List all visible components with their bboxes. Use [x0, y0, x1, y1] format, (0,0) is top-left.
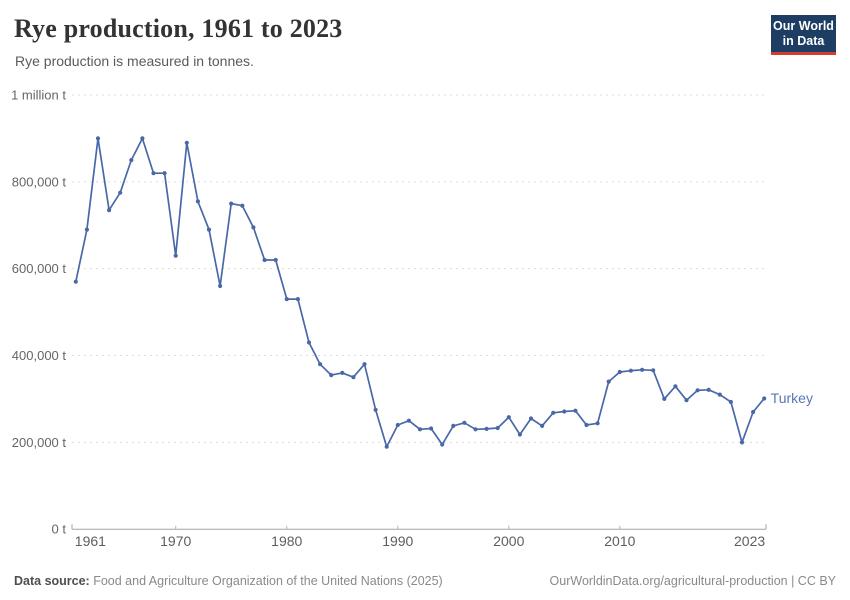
y-tick-label: 200,000 t: [12, 435, 67, 450]
data-source-text: Food and Agriculture Organization of the…: [89, 574, 443, 588]
data-point[interactable]: [384, 444, 389, 449]
data-point[interactable]: [129, 158, 134, 163]
credit-link[interactable]: OurWorldinData.org/agricultural-producti…: [549, 574, 836, 588]
data-point[interactable]: [751, 409, 756, 415]
data-point[interactable]: [107, 208, 112, 213]
data-point[interactable]: [484, 426, 489, 431]
series-label-turkey[interactable]: Turkey: [771, 390, 813, 406]
data-point[interactable]: [95, 136, 101, 141]
y-tick-label: 0 t: [52, 522, 67, 537]
chart-footer: Data source: Food and Agriculture Organi…: [0, 564, 850, 600]
data-point[interactable]: [306, 340, 312, 345]
data-point[interactable]: [562, 409, 567, 414]
data-point[interactable]: [540, 423, 545, 428]
data-point[interactable]: [118, 190, 123, 195]
page-title: Rye production, 1961 to 2023: [14, 14, 343, 43]
y-tick-label: 800,000 t: [12, 174, 67, 189]
data-point[interactable]: [728, 399, 734, 405]
data-point[interactable]: [206, 227, 212, 232]
data-point[interactable]: [651, 368, 656, 373]
data-point[interactable]: [573, 408, 578, 413]
x-tick-label: 1990: [382, 533, 413, 549]
data-point[interactable]: [595, 421, 600, 426]
owid-logo[interactable]: Our World in Data: [771, 15, 836, 55]
data-point[interactable]: [706, 387, 711, 392]
data-point[interactable]: [262, 257, 267, 263]
data-point[interactable]: [440, 442, 445, 447]
x-tick-label: 2023: [734, 533, 765, 549]
data-point[interactable]: [662, 396, 667, 401]
data-point[interactable]: [673, 384, 678, 389]
data-point[interactable]: [218, 283, 223, 289]
x-tick-label: 2000: [493, 533, 524, 549]
data-point[interactable]: [695, 388, 700, 393]
data-point[interactable]: [273, 257, 278, 263]
data-point[interactable]: [351, 375, 356, 380]
data-point[interactable]: [251, 225, 256, 230]
data-point[interactable]: [340, 370, 345, 375]
data-point[interactable]: [295, 297, 300, 302]
data-point[interactable]: [462, 420, 467, 425]
data-point[interactable]: [362, 362, 367, 367]
y-tick-label: 400,000 t: [12, 348, 67, 363]
data-point[interactable]: [451, 423, 456, 428]
x-tick-label: 1970: [160, 533, 191, 549]
data-point[interactable]: [617, 369, 622, 375]
data-point[interactable]: [606, 379, 611, 384]
data-point[interactable]: [84, 227, 89, 232]
data-point[interactable]: [373, 407, 378, 412]
y-tick-label: 1 million t: [11, 88, 66, 103]
data-point[interactable]: [395, 422, 400, 428]
data-point[interactable]: [417, 427, 423, 432]
data-source-label: Data source:: [14, 574, 90, 588]
data-point[interactable]: [495, 425, 500, 431]
x-tick-label: 1980: [271, 533, 302, 549]
owid-logo-line1: Our World: [773, 19, 834, 33]
data-point[interactable]: [195, 199, 200, 204]
data-point[interactable]: [406, 418, 411, 423]
data-point[interactable]: [517, 432, 523, 437]
chart-subtitle: Rye production is measured in tonnes.: [15, 53, 254, 69]
data-point[interactable]: [528, 416, 534, 421]
data-point[interactable]: [173, 253, 178, 258]
data-point[interactable]: [140, 136, 145, 141]
data-point[interactable]: [151, 171, 156, 176]
data-point[interactable]: [584, 422, 589, 428]
data-point[interactable]: [551, 410, 556, 415]
data-point[interactable]: [473, 427, 478, 432]
data-source: Data source: Food and Agriculture Organi…: [14, 574, 443, 588]
data-point[interactable]: [318, 362, 323, 367]
line-chart-canvas[interactable]: 1 million t 800,000 t 600,000 t 400,000 t 20…: [0, 0, 850, 558]
data-point[interactable]: [429, 426, 434, 431]
data-point[interactable]: [329, 373, 334, 378]
data-point[interactable]: [284, 297, 289, 302]
data-point[interactable]: [506, 415, 511, 420]
data-point[interactable]: [229, 201, 234, 206]
data-point[interactable]: [762, 396, 767, 401]
owid-logo-line2: in Data: [782, 33, 825, 48]
data-point[interactable]: [73, 279, 78, 284]
data-point[interactable]: [628, 368, 634, 373]
x-tick-label: 1961: [75, 533, 106, 549]
y-tick-label: 600,000 t: [12, 261, 67, 276]
data-point[interactable]: [640, 367, 645, 372]
data-point[interactable]: [184, 140, 189, 145]
data-point[interactable]: [739, 440, 745, 445]
x-tick-label: 2010: [604, 533, 635, 549]
data-point[interactable]: [717, 392, 722, 397]
data-point[interactable]: [240, 203, 245, 208]
data-point[interactable]: [162, 171, 167, 176]
production-line[interactable]: [74, 137, 766, 448]
data-point[interactable]: [684, 398, 689, 403]
